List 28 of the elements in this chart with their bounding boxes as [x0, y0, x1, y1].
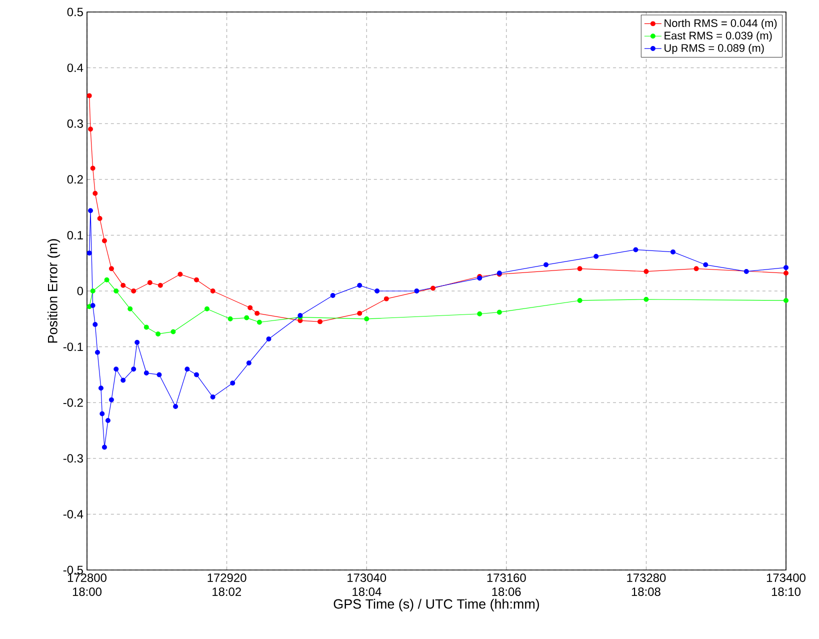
x-tick-label: 173280	[627, 574, 666, 582]
x-tick-label: 173040	[348, 574, 386, 582]
legend-label: Up RMS = 0.089 (m)	[664, 44, 764, 54]
x-tick-label: 173400	[766, 574, 806, 582]
x2-tick-label: 18:00	[72, 588, 102, 596]
x-axis-title: GPS Time (s) / UTC Time (hh:mm)	[334, 598, 540, 612]
x-tick-label: 173160	[487, 574, 526, 582]
x-tick-label: 172800	[68, 574, 106, 582]
x-tick-label: 172920	[208, 574, 246, 582]
y-tick-label: -0.1	[63, 342, 83, 352]
x2-tick-label: 18:08	[632, 588, 660, 596]
x2-tick-label: 18:06	[492, 588, 521, 596]
y-tick-label: 0.1	[67, 230, 83, 240]
x2-tick-label: 18:02	[212, 588, 241, 596]
y-axis-title: Position Error (m)	[48, 239, 60, 343]
y-tick-label: 0.2	[67, 175, 83, 184]
y-tick-label: -0.5	[63, 566, 83, 574]
x2-tick-label: 18:04	[352, 588, 382, 596]
legend-label: North RMS = 0.044 (m)	[664, 18, 777, 30]
y-tick-label: 0.5	[67, 8, 83, 16]
y-tick-label: 0	[77, 286, 84, 296]
y-tick-label: 0.4	[67, 64, 84, 72]
x2-tick-label: 18:10	[772, 588, 801, 596]
legend-label: East RMS = 0.039 (m)	[664, 31, 772, 42]
y-tick-label: -0.4	[63, 510, 84, 518]
y-tick-label: 0.3	[67, 119, 83, 128]
y-tick-label: -0.3	[63, 454, 83, 463]
y-tick-label: -0.2	[63, 398, 83, 407]
